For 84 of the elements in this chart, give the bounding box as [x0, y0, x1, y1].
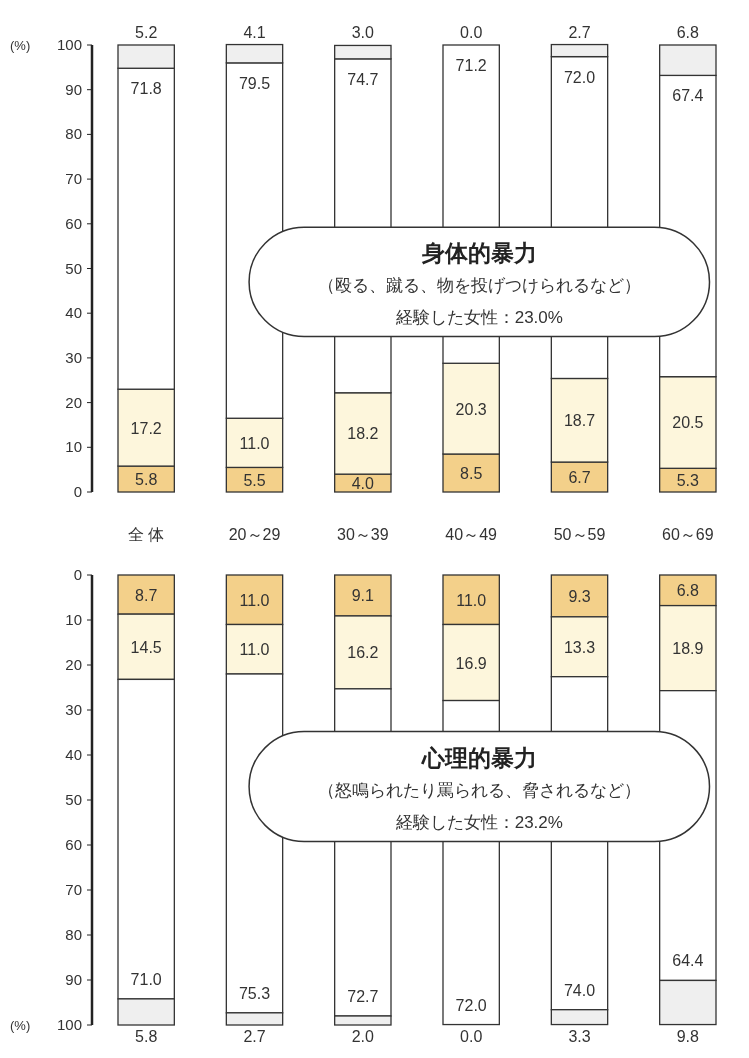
data-label: 16.2 [347, 644, 379, 662]
y-tick-label: 80 [65, 926, 82, 943]
data-label: 11.0 [239, 641, 270, 659]
y-tick-label: 40 [65, 304, 82, 322]
data-label: 5.5 [243, 471, 266, 489]
x-tick-label: 60～69 [662, 526, 714, 543]
y-tick-label: 70 [65, 170, 82, 188]
y-tick-label: 30 [65, 701, 82, 718]
y-tick-label: 80 [65, 125, 82, 143]
data-label: 11.0 [239, 434, 270, 452]
data-label: 6.8 [676, 582, 700, 600]
x-tick-label: 20～29 [228, 526, 281, 543]
data-label: 6.8 [676, 24, 700, 41]
y-axis-title: (%) [10, 38, 31, 53]
text: 身体的暴力 [420, 240, 537, 267]
data-label: 13.3 [563, 638, 596, 656]
y-tick-label: 40 [65, 746, 82, 763]
data-label: 5.2 [135, 24, 158, 41]
text: （怒鳴られたり罵られる、脅されるなど） [317, 780, 641, 800]
data-label: 72.7 [347, 988, 379, 1005]
data-label: 5.8 [135, 1028, 158, 1045]
y-tick-label: 100 [56, 36, 82, 53]
y-tick-label: 50 [65, 791, 82, 808]
data-label: 71.8 [130, 80, 162, 98]
y-tick-label: 90 [65, 971, 82, 988]
data-label: 0.0 [460, 24, 483, 41]
data-label: 75.3 [238, 984, 271, 1002]
x-tick-label: 30～39 [337, 526, 389, 543]
data-label: 72.0 [455, 996, 487, 1014]
y-tick-label: 10 [65, 438, 82, 456]
y-tick-label: 50 [65, 259, 82, 277]
data-label: 9.3 [568, 587, 591, 605]
text: 心理的暴力 [420, 744, 537, 771]
data-label: 8.7 [135, 586, 158, 604]
annotation: 経験した女性：23.2% [394, 812, 563, 832]
data-label: 9.1 [351, 587, 375, 605]
data-label: 74.7 [347, 70, 379, 88]
data-label: 11.0 [239, 591, 270, 609]
data-label: 20.5 [672, 414, 704, 432]
annotation: 経験した女性：23.0% [394, 308, 563, 328]
x-tick-label: 50～59 [553, 526, 606, 543]
data-label: 18.7 [563, 412, 596, 430]
data-label: 4.1 [243, 23, 266, 41]
data-label: 17.2 [130, 419, 162, 437]
data-label: 11.0 [456, 591, 487, 609]
data-label: 72.0 [563, 68, 596, 86]
data-label: 64.4 [672, 952, 704, 970]
data-label: 71.0 [130, 970, 162, 988]
data-label: 74.0 [563, 981, 596, 999]
y-tick-label: 60 [65, 214, 82, 232]
data-label: 18.9 [672, 640, 704, 658]
data-label: 2.7 [568, 23, 591, 41]
y-tick-label: 20 [65, 393, 82, 411]
y-tick-label: 20 [65, 656, 82, 673]
data-label: 5.3 [676, 472, 700, 490]
y-tick-label: 0 [73, 483, 82, 500]
y-axis-title: (%) [10, 1018, 31, 1033]
data-label: 2.7 [243, 1028, 266, 1045]
data-label: 14.5 [130, 638, 162, 656]
data-label: 2.0 [351, 1028, 375, 1045]
data-label: 18.2 [347, 425, 379, 443]
data-label: 79.5 [238, 74, 271, 92]
y-tick-label: 90 [65, 80, 82, 98]
data-label: 8.5 [460, 465, 483, 482]
data-label: 0.0 [460, 1027, 483, 1045]
data-label: 5.8 [135, 471, 158, 489]
y-tick-label: 0 [73, 566, 82, 583]
data-label: 20.3 [455, 400, 487, 418]
data-label: 6.7 [568, 469, 591, 487]
data-label: 3.3 [568, 1027, 591, 1045]
data-label: 71.2 [455, 57, 487, 74]
data-label: 9.8 [676, 1027, 700, 1045]
y-tick-label: 70 [65, 881, 82, 898]
y-tick-label: 60 [65, 836, 82, 853]
data-label: 16.9 [455, 654, 487, 672]
text: （殴る、蹴る、物を投げつけられるなど） [317, 276, 641, 296]
data-label: 3.0 [351, 24, 375, 42]
x-tick-label: 40～49 [445, 526, 498, 543]
x-tick-label: 全 体 [127, 526, 165, 543]
data-label: 4.0 [351, 475, 375, 493]
data-label: 67.4 [672, 87, 704, 105]
y-tick-label: 10 [65, 611, 82, 628]
y-tick-label: 100 [56, 1016, 82, 1033]
y-tick-label: 30 [65, 348, 82, 366]
